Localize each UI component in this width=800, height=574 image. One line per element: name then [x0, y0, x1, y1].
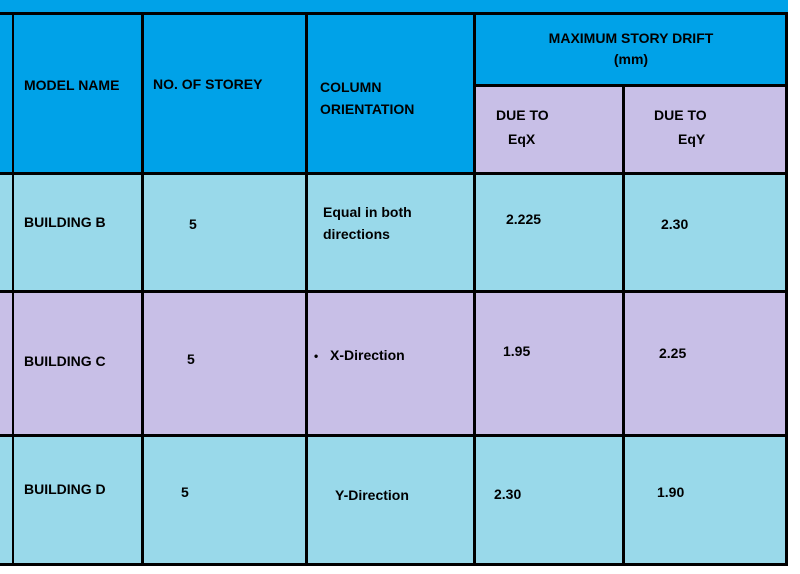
header-no-of-storey: NO. OF STOREY: [153, 76, 263, 92]
row-orientation-line1: Y-Direction: [335, 487, 409, 503]
grid-line: [474, 84, 788, 87]
row-drift-eqx: 1.95: [503, 343, 531, 359]
row-model-name: BUILDING C: [24, 353, 106, 369]
row-building-b-background: [0, 173, 788, 291]
grid-line: [12, 12, 14, 566]
row-orientation-bullet: •: [314, 349, 319, 363]
header-column-orientation-line1: COLUMN: [320, 79, 382, 95]
header-due-to-eqx-line2: EqX: [508, 131, 536, 147]
header-due-to-eqy-line1: DUE TO: [654, 107, 707, 123]
row-building-c-background: [0, 291, 788, 436]
header-due-to-eqx-line1: DUE TO: [496, 107, 549, 123]
row-drift-eqx: 2.225: [506, 211, 542, 227]
grid-line: [0, 434, 788, 437]
row-storey-count: 5: [189, 216, 197, 232]
row-building-d-background: [0, 436, 788, 566]
row-drift-eqy: 2.25: [659, 345, 687, 361]
grid-line: [0, 172, 788, 175]
row-model-name: BUILDING B: [24, 214, 106, 230]
grid-line: [0, 563, 788, 566]
header-model-name: MODEL NAME: [24, 77, 120, 93]
row-orientation-line1: Equal in both: [323, 204, 412, 220]
row-drift-eqy: 1.90: [657, 484, 685, 500]
grid-line: [305, 12, 308, 566]
grid-line: [141, 12, 144, 566]
grid-line: [622, 84, 625, 566]
grid-line: [0, 290, 788, 293]
row-drift-eqx: 2.30: [494, 486, 522, 502]
header-max-drift-line1: MAXIMUM STORY DRIFT: [548, 30, 714, 46]
grid-line: [473, 12, 476, 566]
grid-line: [785, 12, 788, 566]
header-max-drift-line2: (mm): [613, 51, 649, 67]
row-model-name: BUILDING D: [24, 481, 106, 497]
row-storey-count: 5: [181, 484, 189, 500]
header-due-to-eqy-line2: EqY: [678, 131, 706, 147]
header-column-orientation-line2: ORIENTATION: [320, 101, 415, 117]
row-drift-eqy: 2.30: [661, 216, 689, 232]
row-orientation-line1: X-Direction: [330, 347, 405, 363]
subheader-background: [474, 86, 788, 173]
row-storey-count: 5: [187, 351, 195, 367]
row-orientation-line2: directions: [323, 226, 390, 242]
grid-line: [0, 12, 788, 15]
